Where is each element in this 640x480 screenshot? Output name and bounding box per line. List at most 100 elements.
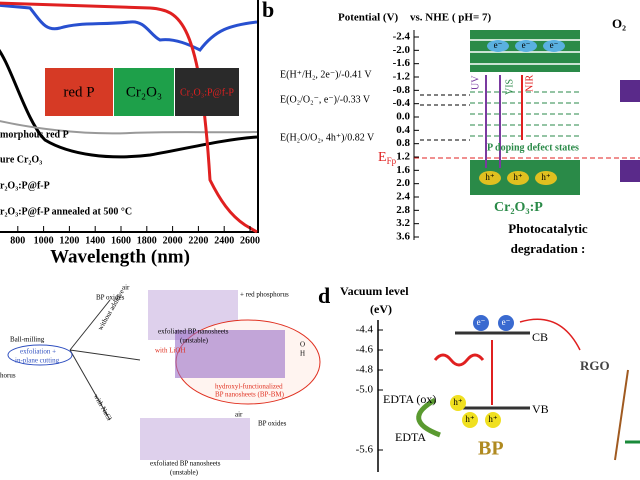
panel-letter: d	[318, 283, 330, 308]
text: horus	[0, 372, 16, 380]
text: exfoliation +	[20, 348, 56, 356]
y-tick-label: -4.8	[356, 364, 374, 376]
text: (unstable)	[170, 469, 199, 477]
y-tick-label: 0.8	[396, 137, 410, 149]
y-tick-label: -5.6	[356, 444, 374, 456]
light-label: UV	[470, 75, 481, 90]
y-tick-label: -5.0	[356, 384, 374, 396]
text: e⁻	[502, 317, 511, 327]
electron	[487, 40, 509, 52]
panel-letter: b	[262, 0, 274, 22]
hole	[535, 171, 557, 185]
y-tick-label: -0.8	[393, 84, 411, 96]
curve	[0, 48, 258, 159]
y-tick-label: 3.2	[396, 217, 410, 229]
x-tick-label: 2000	[163, 235, 183, 246]
text: EDTA	[395, 430, 426, 444]
axis-title: Vacuum level	[340, 284, 409, 298]
hole-label: h⁺	[485, 172, 495, 182]
defect-label: P doping defect states	[487, 142, 579, 153]
legend-entry: r₂O₃:P@f-P annealed at 500 °C	[0, 206, 132, 217]
swatch-label: Cr₂O₃:P@f-P	[180, 87, 234, 98]
electrons: e⁻ h⁺ e⁻ h⁺ e⁻ h⁺	[479, 40, 565, 185]
y-tick-label: 2.0	[396, 177, 410, 189]
y-tick-label: 2.8	[396, 204, 410, 216]
text: in-plane cutting	[15, 357, 60, 365]
swatch	[175, 68, 239, 116]
legend-entry: r₂O₃:P@f-P	[0, 180, 50, 191]
text: + red phosphorus	[240, 291, 289, 299]
level-label: E(H₂O/O₂, 4h⁺)/0.82 V	[280, 132, 375, 143]
axis-note: vs. NHE ( pH= 7)	[410, 12, 491, 24]
legend-entry: morphous red P	[0, 129, 69, 140]
fermi-label: EFp	[378, 150, 397, 166]
text: CB	[532, 330, 548, 344]
electron-label: e⁻	[494, 40, 503, 50]
y-tick-label: 0.0	[396, 111, 410, 123]
light-label: NIR	[524, 74, 535, 92]
light	[433, 353, 485, 367]
x-label: Wavelength (nm)	[50, 246, 190, 267]
caption: Photocatalytic	[508, 221, 588, 236]
text: VB	[532, 402, 549, 416]
curve	[0, 3, 258, 52]
level-label: E(H⁺/H₂, 2e⁻)/-0.41 V	[280, 69, 372, 80]
hole	[450, 395, 466, 411]
x-tick-label: 2600	[240, 235, 260, 246]
electron-label: e⁻	[522, 40, 531, 50]
y-tick-label: 1.2	[396, 151, 410, 163]
x-tick-label: 2400	[214, 235, 234, 246]
electron	[515, 40, 537, 52]
hole-label: h⁺	[541, 172, 551, 182]
y-tick-label: -0.4	[393, 97, 411, 109]
x-tick-label: 2200	[188, 235, 208, 246]
sheets	[140, 418, 250, 460]
text: EDTA (ox)	[383, 392, 436, 406]
panel-a: red P Cr₂O₃ Cr₂O₃:P@f-P morphous red P u…	[0, 0, 260, 267]
x-tick-label: 800	[10, 235, 25, 246]
text: hydroxyl-functionalized	[215, 383, 283, 391]
frame	[0, 0, 259, 233]
arrow	[614, 369, 629, 461]
text: h⁺	[488, 414, 498, 424]
hole	[479, 171, 501, 185]
x-tick-label: 1800	[137, 235, 157, 246]
text: h⁺	[453, 397, 463, 407]
arrow	[519, 318, 581, 351]
x-tick-label: 1600	[111, 235, 131, 246]
text: h⁺	[465, 414, 475, 424]
material-label: Cr₂O₃:P	[494, 200, 543, 215]
y-tick-label: 0.4	[396, 124, 410, 136]
y-tick-label: -1.2	[393, 71, 411, 83]
axis-title: Potential (V)	[338, 12, 399, 24]
panel-c: BP oxides air + red phosphorus exfoliate…	[0, 284, 321, 477]
electron	[543, 40, 565, 52]
swatch	[45, 68, 113, 116]
x-tick-label: 1400	[85, 235, 105, 246]
electron	[473, 315, 489, 331]
o2-label: O₂	[612, 16, 626, 31]
text: with LiOH	[155, 347, 186, 355]
swatch	[114, 68, 174, 116]
hole	[507, 171, 529, 185]
text: exfoliated BP nanosheets	[150, 460, 221, 468]
text: exfoliated BP nanosheets	[158, 328, 229, 336]
text: (unstable)	[180, 337, 209, 345]
sheets	[175, 330, 285, 378]
y-tick-label: 1.6	[396, 164, 410, 176]
hole-label: h⁺	[513, 172, 523, 182]
box	[620, 160, 640, 182]
text: RGO	[580, 358, 610, 373]
text: with NaCl	[92, 393, 113, 422]
axis-unit: (eV)	[370, 302, 392, 316]
y-tick-label: -2.0	[393, 44, 411, 56]
hole	[462, 412, 478, 428]
swatch-label: red P	[63, 84, 94, 100]
y-tick-label: -4.4	[356, 324, 374, 336]
text: e⁻	[477, 317, 486, 327]
legend-entry: ure Cr₂O₃	[0, 154, 42, 165]
oval	[7, 344, 73, 366]
x-tick-label: 1000	[34, 235, 54, 246]
y-tick-label: -2.4	[393, 31, 411, 43]
